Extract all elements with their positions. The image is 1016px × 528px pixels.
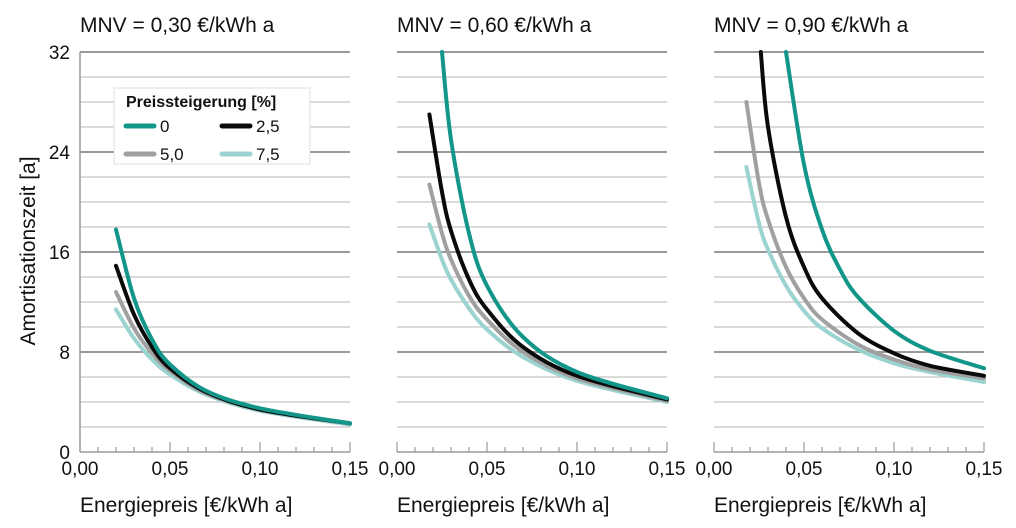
legend: Preissteigerung [%] 0 2,5 5,0 7,5	[113, 87, 311, 165]
y-tick-label: 32	[49, 43, 70, 64]
legend-label: 0	[160, 117, 169, 136]
x-tick-label: 0,00	[696, 459, 733, 480]
y-tick-label: 24	[49, 143, 71, 164]
x-tick-label: 0,05	[152, 459, 189, 480]
x-tick-label: 0,05	[469, 459, 506, 480]
series-line-5-0	[744, 100, 986, 381]
legend-title: Preissteigerung [%]	[126, 94, 276, 111]
x-tick-label: 0,10	[559, 459, 596, 480]
legend-label: 2,5	[256, 117, 280, 136]
x-tick-label: 0,15	[332, 459, 369, 480]
panel-title: MNV = 0,30 €/kWh a	[80, 14, 275, 37]
legend-label: 7,5	[256, 145, 280, 164]
panel-3: 0,00 0,05 0,10 0,15 MNV = 0,90 €/kWh a Energi…	[696, 14, 1003, 517]
x-tick-label: 0,15	[966, 459, 1003, 480]
series-line-0	[784, 50, 986, 371]
y-axis-title: Amortisationszeit [a]	[17, 156, 40, 345]
x-axis-label: Energiepreis [€/kWh a]	[397, 494, 609, 517]
x-axis-label: Energiepreis [€/kWh a]	[80, 494, 292, 517]
x-tick-label: 0,15	[649, 459, 686, 480]
panel-title: MNV = 0,90 €/kWh a	[714, 14, 909, 37]
series-line-5-0	[427, 182, 669, 403]
panel-2: 0,00 0,05 0,10 0,15 MNV = 0,60 €/kWh a Energi…	[379, 14, 686, 517]
x-tick-label: 0,10	[242, 459, 279, 480]
y-tick-label: 8	[59, 343, 70, 364]
series-line-0	[114, 227, 352, 426]
x-axis-label: Energiepreis [€/kWh a]	[714, 494, 926, 517]
series-line-7-5	[427, 222, 669, 404]
panel-title: MNV = 0,60 €/kWh a	[397, 14, 592, 37]
x-tick-label: 0,00	[62, 459, 99, 480]
x-tick-label: 0,00	[379, 459, 416, 480]
legend-label: 5,0	[160, 145, 184, 164]
y-tick-label: 16	[49, 243, 70, 264]
series-line-0	[440, 50, 669, 401]
series-line-7-5	[744, 165, 986, 384]
x-tick-label: 0,10	[876, 459, 913, 480]
series-line-2-5	[758, 50, 986, 378]
y-tick-label: 0	[59, 443, 70, 464]
series-line-2-5	[427, 112, 669, 402]
x-tick-label: 0,05	[786, 459, 823, 480]
